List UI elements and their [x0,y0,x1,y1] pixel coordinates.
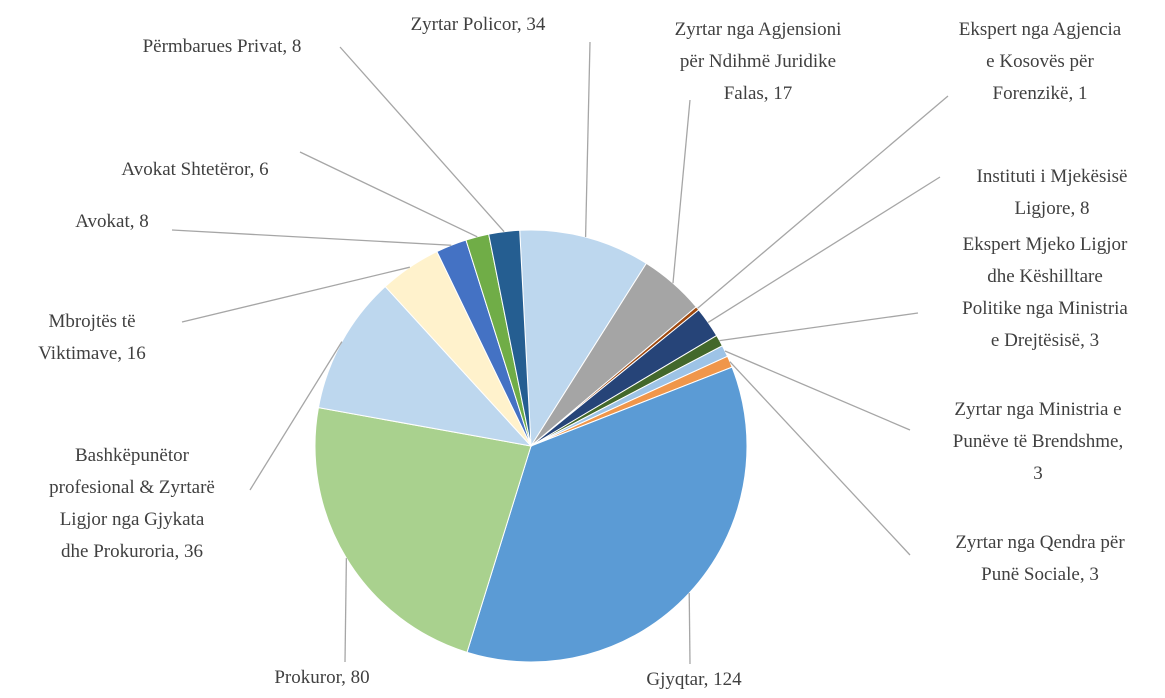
leader-line [719,312,919,342]
leader-line [672,99,691,284]
data-label: Zyrtar Policor, 34 [410,14,546,35]
data-label: Zyrtar nga Agjensioni për Ndihmë Juridik… [674,19,842,104]
leader-line [171,229,452,246]
leader-line [724,350,911,431]
data-label: Bashkëpunëtor profesional & Zyrtarë Ligj… [49,445,215,562]
data-label: Instituti i Mjekësisë Ligjore, 8 [976,166,1128,219]
data-label: Ekspert nga Agjencia e Kosovës për Foren… [958,19,1122,104]
leader-line [584,41,591,238]
leader-line [707,176,941,323]
data-label: Gjyqtar, 124 [646,669,742,690]
data-label: Mbrojtës të Viktimave, 16 [38,311,146,364]
leader-line [339,46,505,233]
data-label: Prokuror, 80 [274,667,370,688]
pie-slice [466,366,748,663]
data-label: Avokat Shtetëror, 6 [121,159,269,180]
leader-line [688,593,691,665]
data-label: Zyrtar nga Ministria e Punëve të Brendsh… [952,399,1124,484]
leader-line [697,95,949,309]
data-label: Avokat, 8 [75,211,149,232]
data-label: Zyrtar nga Qendra për Punë Sociale, 3 [955,532,1125,585]
pie-slice [519,229,648,448]
data-label: Përmbarues Privat, 8 [142,36,302,57]
leader-line [299,151,478,238]
leader-line [249,341,343,491]
leader-line [181,266,410,323]
data-label: Ekspert Mjeko Ligjor dhe Këshilltare Pol… [962,234,1128,351]
leader-line [729,361,911,556]
leader-line [344,558,348,663]
